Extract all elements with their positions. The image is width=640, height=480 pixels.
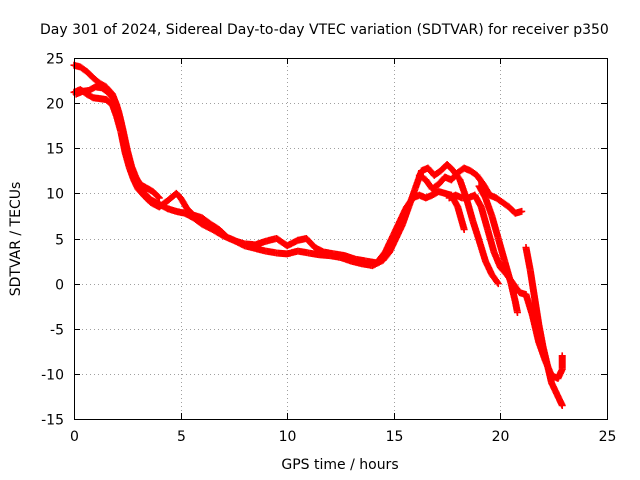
- data-point-trail: [382, 231, 397, 255]
- data-point-trail: [380, 249, 393, 263]
- chart-title: Day 301 of 2024, Sidereal Day-to-day VTE…: [40, 22, 609, 38]
- data-point: [558, 401, 566, 409]
- y-axis-label: SDTVAR / TECUs: [8, 182, 24, 297]
- axis-ticks: [74, 58, 608, 420]
- data-point-trail: [303, 236, 318, 250]
- data-point-trail: [491, 249, 504, 270]
- data-point: [494, 280, 502, 288]
- series-track-6: [475, 182, 521, 317]
- y-tick-label: 25: [46, 52, 64, 68]
- data-point-trail: [99, 85, 111, 95]
- data-point-trail: [105, 89, 118, 103]
- data-point-trail: [484, 227, 498, 255]
- data-point-trail: [468, 168, 480, 178]
- data-point: [558, 352, 566, 360]
- x-tick-label: 0: [70, 429, 79, 445]
- x-tick-label: 20: [492, 429, 510, 445]
- data-point-trail: [216, 226, 230, 241]
- data-point-trail: [469, 218, 483, 243]
- y-tick-label: 5: [55, 233, 64, 249]
- data-point-trail: [156, 197, 171, 210]
- y-tick-label: -10: [41, 368, 64, 384]
- data-point-trail: [448, 170, 461, 183]
- data-point-trail: [135, 186, 147, 199]
- data-point-trail: [489, 272, 501, 286]
- data-point-trail: [495, 236, 508, 264]
- x-tick-label: 25: [599, 429, 617, 445]
- data-point-trail: [501, 259, 515, 286]
- data-point-trail: [150, 189, 162, 201]
- data-point-trail: [404, 195, 416, 210]
- data-point-trail: [199, 215, 213, 227]
- data-point-trail: [557, 398, 566, 408]
- data-point-trail: [476, 238, 489, 264]
- data-point-trail: [84, 69, 96, 81]
- y-tick-label: 10: [46, 187, 64, 203]
- data-point-trail: [474, 173, 486, 187]
- data-point: [460, 225, 468, 233]
- gridlines: [74, 58, 607, 419]
- data-point-trail: [432, 168, 443, 178]
- data-point-trail: [482, 195, 495, 218]
- data-point-trail: [184, 206, 196, 218]
- data-marks: [70, 61, 566, 409]
- data-point-trail: [493, 195, 505, 205]
- data-point-trail: [141, 193, 154, 205]
- data-point-trail: [454, 204, 468, 232]
- data-point-trail: [500, 199, 512, 210]
- data-point-trail: [173, 191, 184, 201]
- data-point-trail: [429, 181, 441, 192]
- tick-labels: 0 5 10 15 20 25 -15 -10 -5 0 5 10 15 20 25: [41, 52, 616, 446]
- y-tick-label: 15: [46, 142, 64, 158]
- x-tick-label: 15: [386, 429, 404, 445]
- series-track-3: [72, 83, 163, 202]
- x-tick-label: 10: [279, 429, 297, 445]
- data-point: [155, 194, 163, 202]
- y-tick-label: -15: [41, 413, 64, 429]
- y-tick-label: -5: [50, 323, 64, 339]
- data-point-trail: [444, 162, 456, 174]
- data-point-trail: [522, 245, 534, 273]
- data-point-trail: [374, 249, 388, 266]
- series-track-7: [522, 244, 566, 409]
- series-track-4: [415, 164, 526, 217]
- data-point-trail: [522, 292, 536, 318]
- x-tick-label: 5: [177, 429, 186, 445]
- data-point-trail: [103, 96, 115, 108]
- data-point-trail: [417, 172, 429, 183]
- data-point-trail: [488, 213, 502, 241]
- data-point-trail: [478, 204, 491, 232]
- y-tick-label: 20: [46, 97, 64, 113]
- data-point-trail: [90, 75, 103, 86]
- data-point: [513, 309, 521, 317]
- y-tick-label: 0: [55, 278, 64, 294]
- data-point: [518, 207, 526, 215]
- data-point-trail: [78, 64, 90, 75]
- x-axis-label: GPS time / hours: [281, 457, 398, 473]
